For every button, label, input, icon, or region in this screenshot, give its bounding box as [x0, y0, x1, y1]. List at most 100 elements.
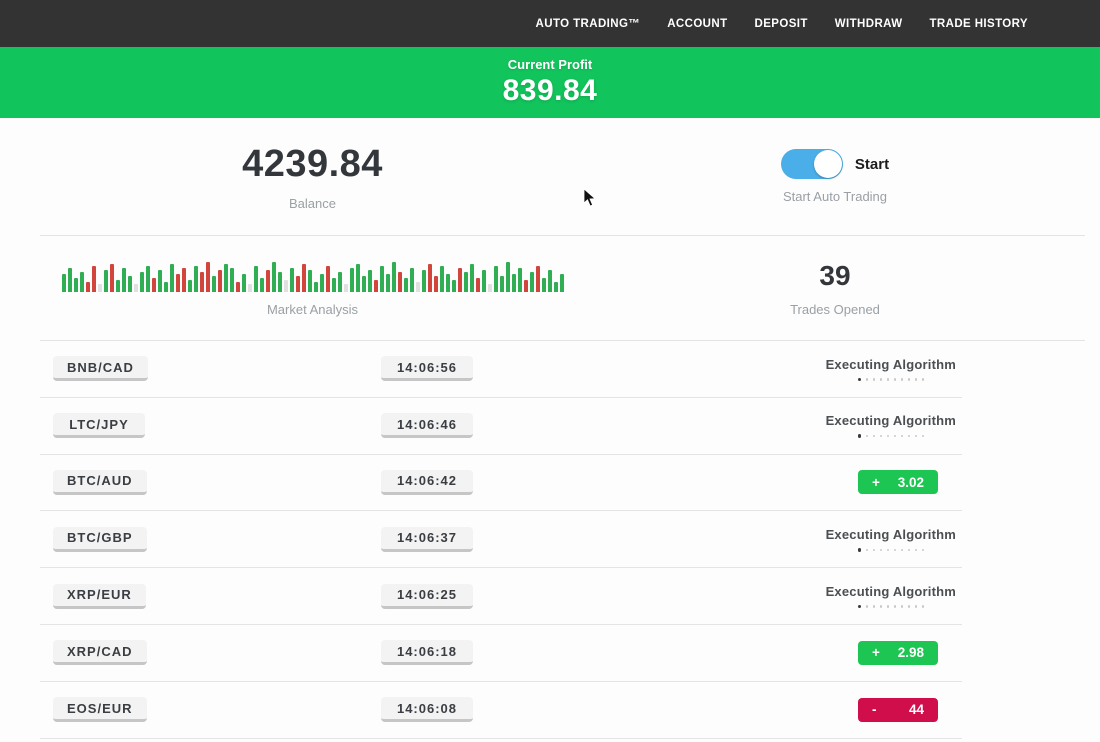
loader-dot	[879, 434, 883, 438]
loader-dot	[893, 548, 897, 552]
badge-sign: -	[872, 702, 877, 718]
nav-item-deposit[interactable]: DEPOSIT	[754, 17, 808, 30]
chart-bar	[469, 263, 474, 292]
nav-item-trade-history[interactable]: TRADE HISTORY	[929, 17, 1028, 30]
chart-bar	[535, 265, 540, 292]
auto-trading-toggle[interactable]	[780, 149, 843, 179]
chart-bar	[109, 263, 114, 292]
executing-status: Executing Algorithm	[826, 527, 956, 552]
executing-dots	[857, 604, 925, 609]
time-cell: 14:06:46	[320, 413, 534, 439]
loader-dot	[893, 605, 897, 608]
executing-status: Executing Algorithm	[826, 413, 956, 438]
chart-bar	[343, 283, 348, 292]
pair-chip: BTC/AUD	[53, 469, 147, 495]
badge-sign: +	[872, 474, 880, 490]
pair-cell: BTC/AUD	[40, 469, 320, 495]
chart-bar	[319, 273, 324, 292]
loader-dot	[857, 604, 862, 609]
chart-bar	[241, 273, 246, 292]
nav-item-auto-trading[interactable]: AUTO TRADING™	[535, 17, 641, 30]
chart-bar	[151, 277, 156, 292]
status-badge: - 44	[858, 697, 938, 722]
loader-dot	[857, 434, 862, 438]
loader-dot	[907, 378, 911, 381]
profit-banner: Current Profit 839.84	[0, 47, 1100, 118]
pair-cell: EOS/EUR	[40, 697, 320, 723]
chart-bar	[487, 283, 492, 292]
pair-chip: LTC/JPY	[53, 413, 145, 439]
chart-bar	[307, 269, 312, 292]
chart-bar	[97, 283, 102, 292]
top-nav: AUTO TRADING™ ACCOUNT DEPOSIT WITHDRAW T…	[0, 0, 1100, 47]
market-trades-row: Market Analysis 39 Trades Opened	[40, 236, 1085, 341]
chart-bar	[175, 273, 180, 292]
loader-dot	[872, 434, 876, 438]
executing-status: Executing Algorithm	[826, 584, 956, 609]
chart-bar	[211, 275, 216, 292]
chart-bar	[91, 265, 96, 292]
chart-bar	[145, 265, 150, 292]
nav-item-account[interactable]: ACCOUNT	[667, 17, 728, 30]
status-cell: Executing Algorithm	[534, 357, 962, 382]
time-cell: 14:06:08	[320, 697, 534, 723]
chart-bar	[187, 279, 192, 292]
chart-bar	[265, 269, 270, 292]
loader-dot	[900, 378, 904, 381]
chart-bar	[73, 277, 78, 292]
time-cell: 14:06:25	[320, 583, 534, 609]
badge-value: 3.02	[897, 474, 924, 490]
loader-dot	[872, 378, 876, 381]
chart-bar	[553, 281, 558, 292]
chart-bar	[451, 279, 456, 292]
chart-bar	[427, 263, 432, 292]
chart-bar	[277, 271, 282, 292]
pair-cell: XRP/CAD	[40, 640, 320, 666]
time-chip: 14:06:08	[381, 697, 473, 723]
status-badge: + 2.98	[858, 640, 938, 665]
chart-bar	[421, 269, 426, 292]
chart-bar	[445, 273, 450, 292]
chart-bar	[541, 277, 546, 292]
chart-bar	[133, 283, 138, 292]
market-analysis-label: Market Analysis	[266, 301, 359, 317]
chart-bar	[397, 271, 402, 292]
loader-dot	[879, 378, 883, 381]
chart-bar	[283, 279, 288, 292]
chart-bar	[247, 283, 252, 292]
auto-trading-toggle-wrap: Start	[780, 149, 889, 179]
executing-label: Executing Algorithm	[825, 527, 956, 543]
chart-bar	[139, 271, 144, 292]
nav-item-withdraw[interactable]: WITHDRAW	[834, 17, 903, 30]
executing-dots	[857, 377, 925, 382]
loader-dot	[893, 378, 897, 381]
profit-banner-value: 839.84	[502, 74, 598, 107]
pair-cell: BTC/GBP	[40, 526, 320, 552]
trades-opened-section: 39 Trades Opened	[585, 236, 1085, 340]
chart-bar	[331, 277, 336, 292]
chart-bar	[475, 277, 480, 292]
chart-bar	[367, 269, 372, 292]
pair-chip: XRP/CAD	[53, 640, 147, 666]
balance-toggle-row: 4239.84 Balance Start Start Auto Trading	[40, 118, 1085, 236]
executing-label: Executing Algorithm	[825, 583, 956, 599]
chart-bar	[337, 271, 342, 292]
trade-row: BNB/CAD 14:06:56 Executing Algorithm	[40, 341, 962, 398]
executing-label: Executing Algorithm	[825, 413, 956, 429]
pair-chip: EOS/EUR	[53, 697, 147, 723]
time-chip: 14:06:42	[381, 469, 473, 495]
executing-status: Executing Algorithm	[826, 357, 956, 382]
loader-dot	[921, 378, 925, 381]
loader-dot	[872, 605, 876, 608]
profit-banner-label: Current Profit	[507, 57, 593, 72]
chart-bar	[325, 265, 330, 292]
chart-bar	[205, 261, 210, 292]
auto-trading-section: Start Start Auto Trading	[585, 118, 1085, 235]
chart-bar	[493, 265, 498, 292]
status-cell: + 2.98	[534, 640, 962, 665]
loader-dot	[900, 605, 904, 608]
chart-bar	[229, 267, 234, 292]
chart-bar	[355, 263, 360, 292]
trade-row: EOS/EUR 14:06:08 - 44	[40, 682, 962, 739]
